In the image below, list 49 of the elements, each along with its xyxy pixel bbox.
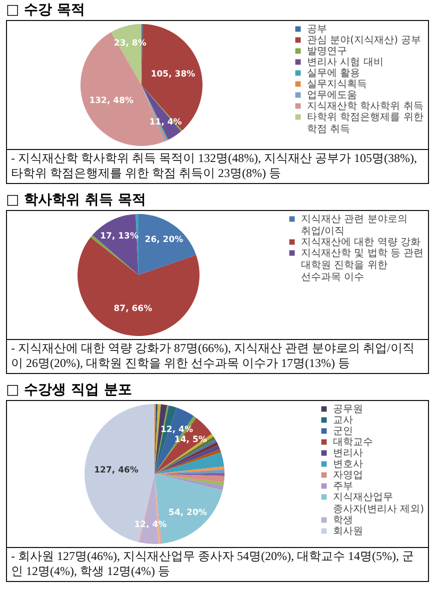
pie-slice — [154, 404, 161, 474]
pie-slice — [84, 404, 154, 542]
data-label: 54, 20% — [168, 508, 208, 518]
legend-label: 타학위 학점은행제를 위한 학점 취득 — [307, 112, 424, 135]
data-label: 12, 4% — [160, 424, 194, 435]
legend-label: 주부 — [333, 481, 353, 492]
legend-label: 대학교수 — [333, 437, 373, 448]
data-label: 127, 46% — [94, 465, 139, 476]
chart-title: □ 수강 목적 — [6, 1, 86, 20]
pie-slice — [138, 214, 196, 275]
pie-slice — [154, 474, 224, 486]
legend-label: 학생 — [333, 515, 353, 526]
data-label: 26, 20% — [144, 235, 184, 246]
pie-slice — [92, 214, 138, 275]
text: - 지식재산에 대한 역량 강화가 87명(66%), 지식재산 관련 분야로의 취업/이직이 26명(20%), 대학원 진학을 위한 선수과목 이수가 17명(13%) 등 — [7, 339, 428, 373]
legend-label: 지식재산업무 종사자(변리사 제외) — [333, 492, 424, 515]
legend-label: 실무지식획득 — [307, 79, 367, 90]
pie-slice — [154, 474, 224, 482]
chart-title: □ 수강생 직업 분포 — [6, 381, 133, 400]
data-label: 17, 13% — [100, 231, 139, 242]
legend-label: 지식재산학 및 법학 등 관련 대학원 진학을 위한 선수과목 이수 — [301, 248, 424, 283]
pie-slice — [154, 405, 177, 474]
legend-label: 공부 — [307, 24, 327, 35]
legend-label: 변리사 — [333, 448, 363, 459]
data-label: 87, 66% — [114, 304, 153, 314]
legend-label: 변호사 — [333, 459, 363, 470]
legend-label: 지식재산학 학사학위 취득 — [307, 101, 424, 112]
legend-label: 공무원 — [333, 404, 363, 415]
pie-slice — [142, 85, 182, 140]
pie-slice — [154, 474, 224, 490]
chart-title: □ 학사학위 취득 목적 — [6, 191, 147, 210]
legend-label: 실무에 활용 — [307, 68, 360, 79]
legend-label: 교사 — [333, 415, 353, 426]
data-label: 105, 38% — [150, 69, 196, 80]
text: - 지식재산학 학사학위 취득 목적이 132명(48%), 지식재산 공부가 105명(38%), 타학위 학점은행제를 위한 학점 취득이 23명(8%) 등 — [7, 149, 428, 183]
legend-label: 업무에도움 — [307, 90, 357, 101]
legend-label: 지식재산 관련 분야로의 취업/이직 — [301, 214, 408, 237]
pie-slice — [154, 408, 194, 474]
legend-label: 자영업 — [333, 470, 363, 481]
pie-slice — [154, 474, 223, 544]
legend-label: 변리사 시험 대비 — [307, 57, 384, 68]
legend-label: 회사원 — [333, 526, 363, 537]
data-label: 132, 48% — [89, 96, 134, 106]
text: - 회사원 127명(46%), 지식재산업무 종사자 54명(20%), 대학교수 14명(5%), 군인 12명(4%), 학생 12명(4%) 등 — [7, 547, 428, 581]
legend-label: 군인 — [333, 426, 353, 437]
pie-slice — [154, 466, 224, 474]
legend-label: 발명연구 — [307, 46, 347, 57]
legend-label: 지식재산에 대한 역량 강화 — [301, 237, 421, 248]
legend-label: 관심 분야(지식재산) 공부 — [307, 35, 422, 46]
